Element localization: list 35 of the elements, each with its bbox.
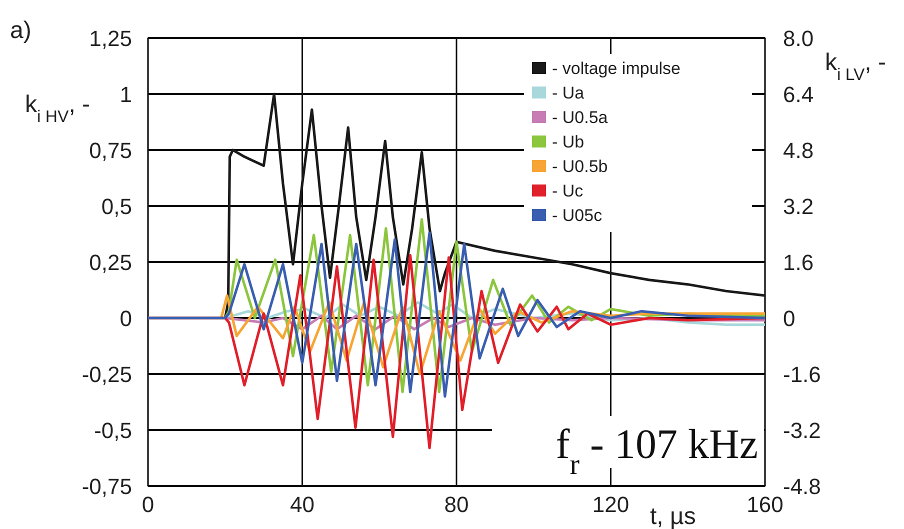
legend-label: - Uc bbox=[552, 182, 584, 200]
y-tick-label: 0,5 bbox=[101, 194, 132, 219]
y2-tick-label: -3.2 bbox=[783, 418, 821, 443]
annotation: f$_{r}$ - 107 kHz bbox=[556, 422, 758, 481]
legend-label: - Ua bbox=[552, 84, 585, 102]
x-tick-label: 160 bbox=[746, 492, 784, 517]
y-tick-label: 1 bbox=[120, 82, 132, 107]
y2-tick-label: 4.8 bbox=[783, 138, 814, 163]
legend-label: - U0.5a bbox=[552, 108, 608, 127]
y2-axis-title: k$_{i LV}$, - bbox=[825, 49, 886, 84]
y-tick-label: -0,25 bbox=[82, 362, 132, 387]
x-tick-label: 80 bbox=[444, 492, 469, 517]
x-tick-label: 0 bbox=[142, 492, 154, 517]
y2-tick-label: 1.6 bbox=[783, 250, 814, 275]
y-axis-title: k$_{i HV}$, - bbox=[25, 91, 90, 126]
legend-label: - U0.5b bbox=[552, 157, 608, 176]
y-tick-label: 0,25 bbox=[89, 250, 132, 275]
y2-tick-label: -4.8 bbox=[783, 474, 821, 499]
y-tick-label: 1,25 bbox=[89, 26, 132, 51]
y2-tick-label: 6.4 bbox=[783, 82, 814, 107]
y-tick-label: -0,5 bbox=[94, 418, 132, 443]
text: a) bbox=[10, 17, 32, 44]
y-tick-label: -0,75 bbox=[82, 474, 132, 499]
legend-label: - voltage impulse bbox=[552, 59, 681, 78]
x-axis-title: t, µs bbox=[650, 503, 696, 529]
x-tick-label: 120 bbox=[592, 492, 630, 517]
y2-tick-label: -1.6 bbox=[783, 362, 821, 387]
y2-tick-label: 3.2 bbox=[783, 194, 814, 219]
y-tick-label: 0,75 bbox=[89, 138, 132, 163]
y-tick-label: 0 bbox=[120, 306, 132, 331]
y2-tick-label: 0 bbox=[783, 306, 796, 331]
x-tick-label: 40 bbox=[290, 492, 314, 517]
legend-label: - Ub bbox=[552, 132, 584, 152]
legend-label: - U05c bbox=[552, 206, 603, 225]
y2-tick-label: 8.0 bbox=[783, 26, 814, 51]
